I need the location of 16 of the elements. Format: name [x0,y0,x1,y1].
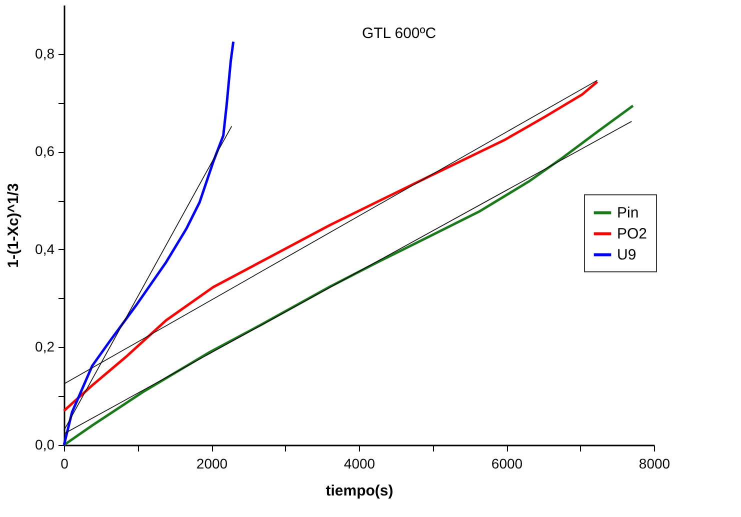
legend-label: Pin [617,204,639,222]
x-axis-title: tiempo(s) [326,482,394,500]
x-tick-label: 0 [60,456,69,472]
y-axis-title: 1-(1-Xc)^1/3 [5,183,22,268]
legend-label: U9 [617,246,636,264]
x-tick-label: 6000 [491,456,523,472]
y-tick-label: 0,0 [35,436,55,452]
y-tick-label: 0,8 [35,45,55,62]
legend-label: PO2 [617,226,648,243]
x-tick-label: 8000 [638,456,670,472]
y-tick-label: 0,6 [35,143,55,160]
y-tick-label: 0,4 [35,240,55,257]
x-tick-label: 2000 [196,456,228,472]
text: GTL 600ºC [362,25,436,42]
y-tick-label: 0,2 [35,338,55,355]
x-tick-label: 4000 [344,456,376,472]
